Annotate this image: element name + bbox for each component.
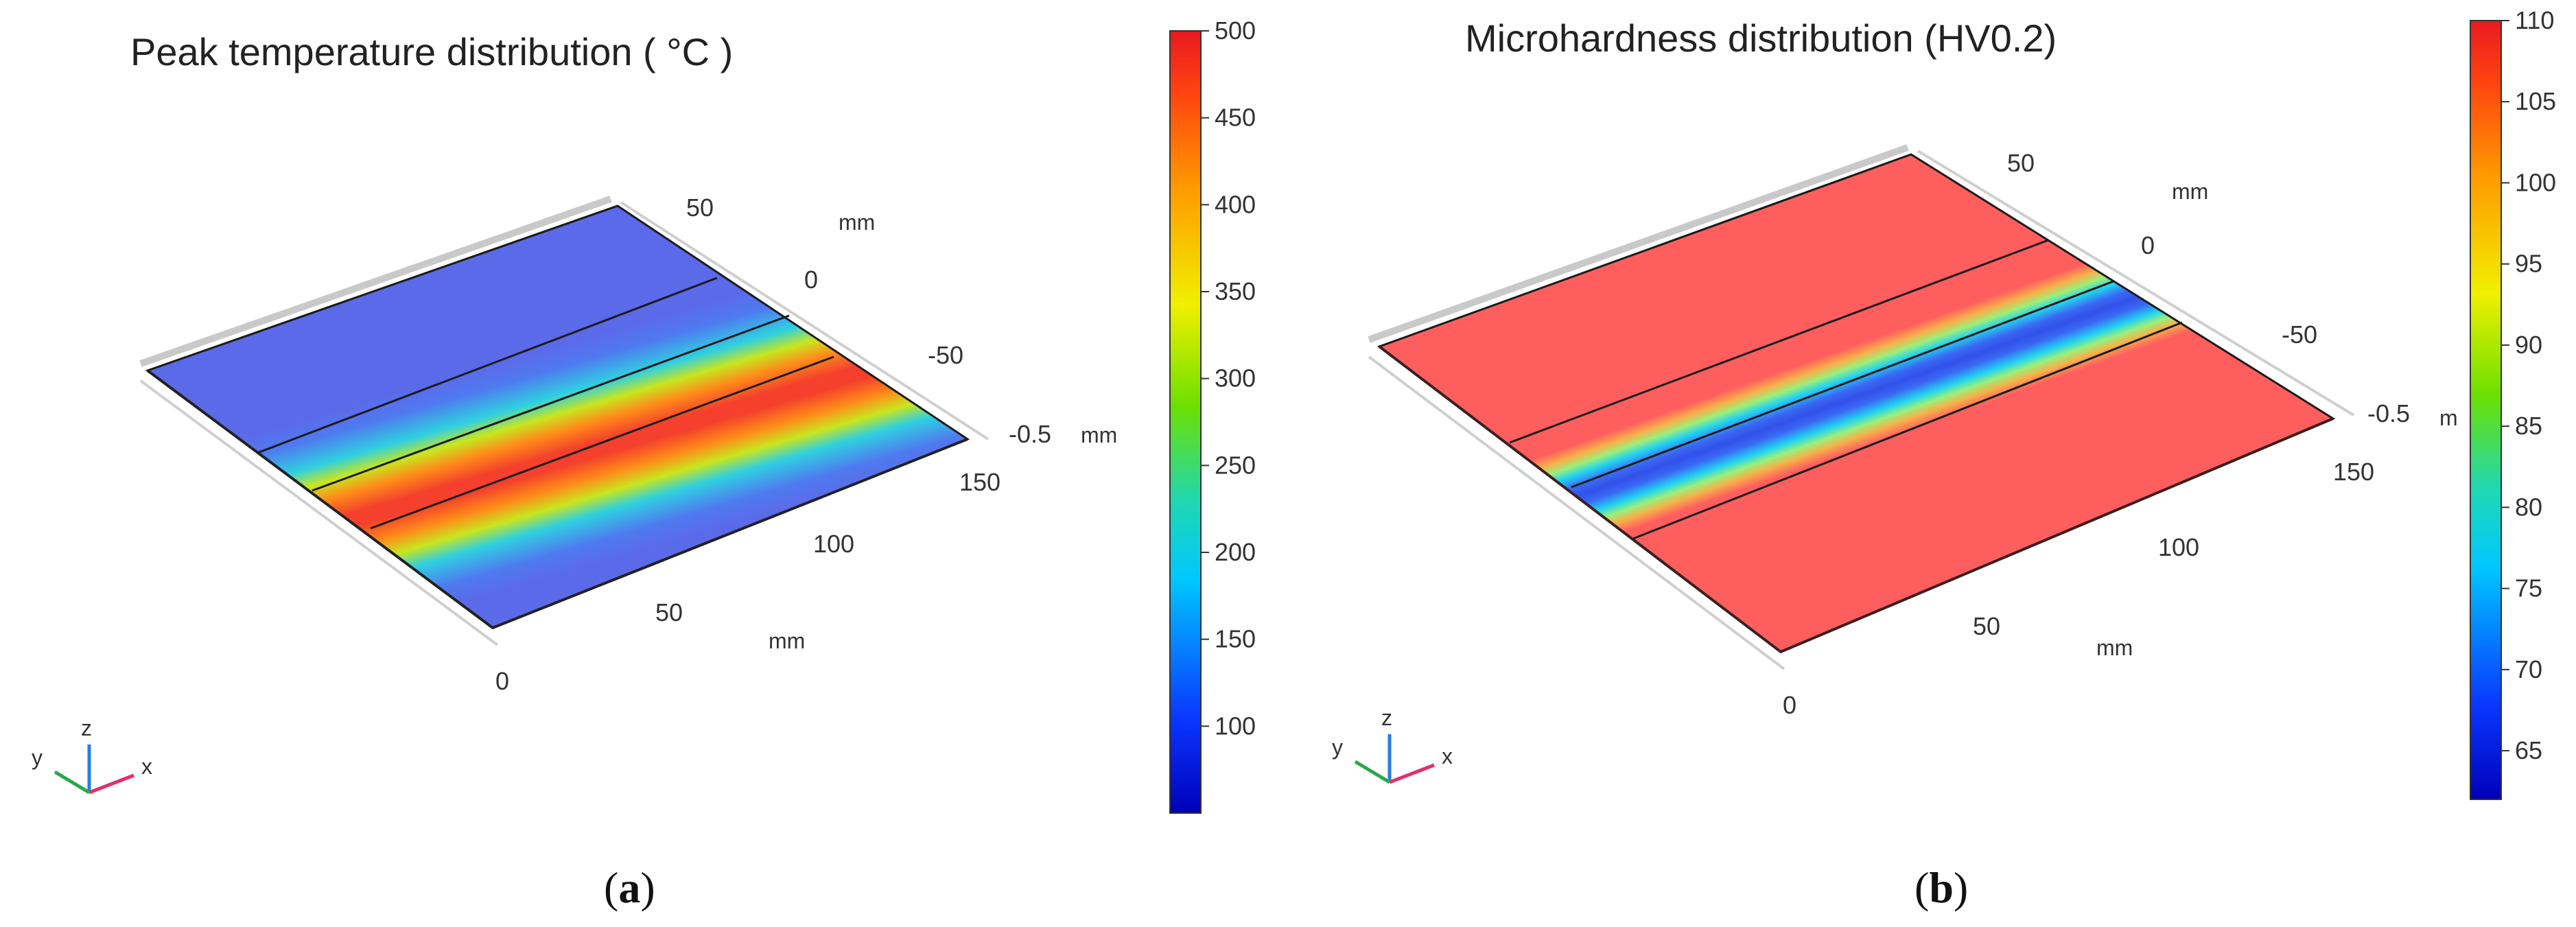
colorbar-tick-label: 90 — [2515, 331, 2542, 359]
colorbar-tick-label: 100 — [1215, 712, 1256, 740]
colorbar-tick-label: 85 — [2515, 412, 2542, 440]
x-tick: 100 — [813, 530, 854, 558]
panel-b-title: Microhardness distribution (HV0.2) — [1465, 16, 2057, 60]
colorbar-tick-label: 80 — [2515, 493, 2542, 521]
x-tick: 0 — [1783, 691, 1796, 719]
weld-line-lower — [1632, 321, 2183, 540]
z-tick: -0.5 — [1009, 420, 1051, 448]
colorbar-tick-label: 350 — [1215, 277, 1256, 305]
hardness-plate — [1377, 153, 2336, 653]
panel-a-title: Peak temperature distribution ( °C ) — [130, 30, 733, 73]
triad-y-arrow — [1354, 760, 1391, 784]
z-tick: -0.5 — [2367, 399, 2410, 427]
caption-a: (a) — [604, 863, 655, 912]
triad-y-label: y — [32, 745, 43, 770]
x-unit: mm — [769, 629, 805, 653]
triad-x-label: x — [1442, 744, 1453, 768]
y-tick: 50 — [686, 193, 714, 222]
colorbar-tick-label: 250 — [1215, 451, 1256, 479]
colorbar-tick-label: 105 — [2515, 87, 2556, 115]
colorbar-temperature — [1169, 30, 1202, 814]
triad-x-label: x — [141, 754, 152, 779]
back-axis-bar — [1368, 144, 1909, 343]
colorbar-tick-label: 75 — [2515, 574, 2542, 602]
weld-line-upper — [257, 277, 718, 454]
x-tick: 150 — [959, 468, 1000, 496]
colorbar-tick-label: 95 — [2515, 250, 2542, 278]
caption-b: (b) — [1915, 863, 1968, 912]
triad-z-label: z — [81, 716, 92, 740]
panel-b: Microhardness distribution (HV0.2) 50 0 … — [1332, 6, 2556, 912]
triad-y-arrow — [54, 770, 91, 795]
plate-edge — [1378, 345, 2334, 654]
colorbar-tick-label: 150 — [1215, 625, 1256, 653]
x-tick: 0 — [495, 667, 509, 695]
y-axis-line — [620, 201, 990, 441]
back-axis-bar — [139, 196, 612, 367]
z-unit: mm — [1081, 423, 1117, 447]
triad-x-arrow — [1389, 763, 1435, 784]
z-unit: m — [2439, 406, 2458, 430]
colorbar-tick-label: 500 — [1215, 16, 1256, 45]
colorbar-tick-label: 70 — [2515, 655, 2542, 683]
triad-z-label: z — [1381, 705, 1392, 730]
y-tick: -50 — [2282, 320, 2317, 349]
colorbar-tick-label: 110 — [2515, 6, 2554, 34]
x-tick: 50 — [655, 598, 683, 626]
x-axis-line — [139, 379, 499, 646]
colorbar-ticks-b: 110 105 100 95 90 85 80 75 70 65 — [2501, 6, 2556, 764]
weld-line-lower — [370, 355, 834, 530]
colorbar-tick-label: 100 — [2515, 168, 2556, 196]
y-tick: -50 — [928, 341, 963, 369]
y-tick: 50 — [2007, 149, 2035, 177]
x-tick: 100 — [2158, 533, 2199, 561]
x-tick: 50 — [1973, 612, 2000, 640]
colorbar-tick-label: 300 — [1215, 364, 1256, 392]
triad-x-arrow — [89, 773, 134, 795]
weld-centerline — [312, 314, 790, 492]
x-tick: 150 — [2333, 458, 2374, 486]
temperature-plate — [145, 204, 970, 629]
colorbar-tick-label: 450 — [1215, 104, 1256, 132]
weld-centerline — [1571, 280, 2114, 489]
colorbar-tick-label: 400 — [1215, 190, 1256, 218]
x-unit: mm — [2096, 635, 2133, 660]
x-axis-line — [1368, 355, 1785, 670]
y-tick: 0 — [804, 266, 818, 294]
plate-edge — [146, 369, 968, 630]
colorbar-ticks-a: 500 450 400 350 300 250 200 150 100 — [1201, 16, 1256, 740]
y-unit: mm — [2172, 179, 2208, 204]
axis-triad-b: z x y — [1332, 705, 1453, 784]
colorbar-tick-label: 65 — [2515, 736, 2542, 764]
y-unit: mm — [839, 210, 875, 235]
y-tick: 0 — [2141, 231, 2155, 259]
weld-line-upper — [1509, 239, 2049, 444]
colorbar-hardness — [2470, 20, 2502, 800]
triad-y-label: y — [1332, 735, 1343, 760]
colorbar-tick-label: 200 — [1215, 538, 1256, 566]
axis-triad-a: z x y — [32, 716, 152, 795]
panel-a: Peak temperature distribution ( °C ) 50 … — [32, 16, 1256, 912]
y-axis-line — [1917, 150, 2355, 416]
